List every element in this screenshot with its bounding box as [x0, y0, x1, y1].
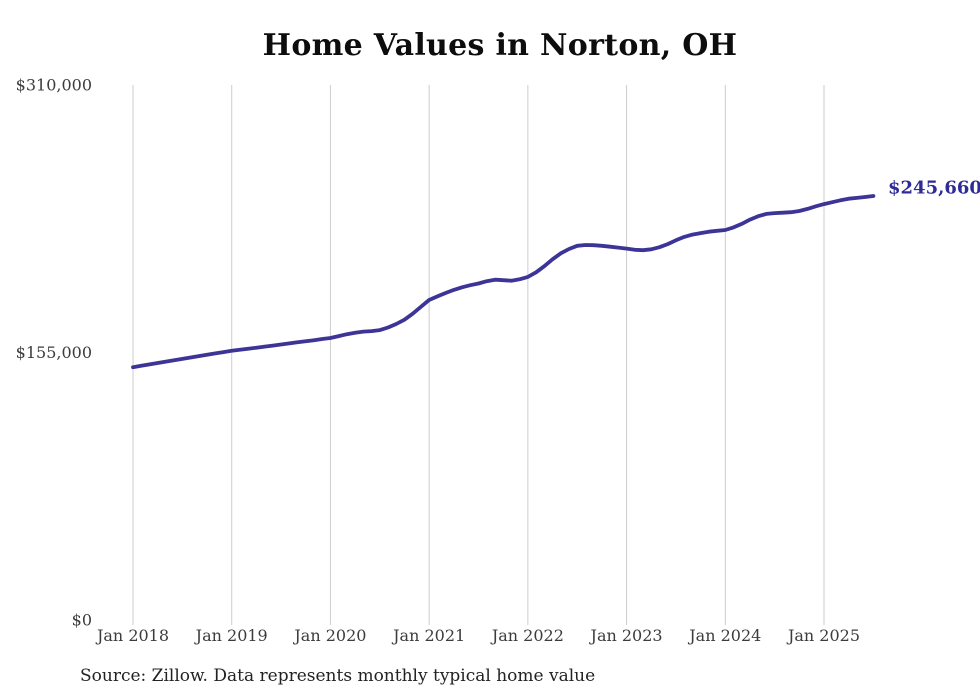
source-note: Source: Zillow. Data represents monthly … [80, 666, 596, 686]
y-tick-label: $0 [72, 611, 92, 630]
x-tick-label: Jan 2018 [95, 626, 169, 645]
x-tick-label: Jan 2022 [490, 626, 564, 645]
x-tick-label: Jan 2023 [589, 626, 663, 645]
chart-title: Home Values in Norton, OH [262, 28, 738, 63]
x-tick-label: Jan 2024 [687, 626, 761, 645]
end-value-label: $245,660 [888, 177, 980, 199]
x-tick-label: Jan 2021 [391, 626, 465, 645]
y-tick-label: $155,000 [16, 343, 92, 362]
y-tick-label: $310,000 [16, 76, 92, 95]
value-line [131, 194, 876, 370]
x-tick-label: Jan 2019 [194, 626, 268, 645]
x-tick-label: Jan 2025 [786, 626, 860, 645]
x-tick-label: Jan 2020 [292, 626, 366, 645]
